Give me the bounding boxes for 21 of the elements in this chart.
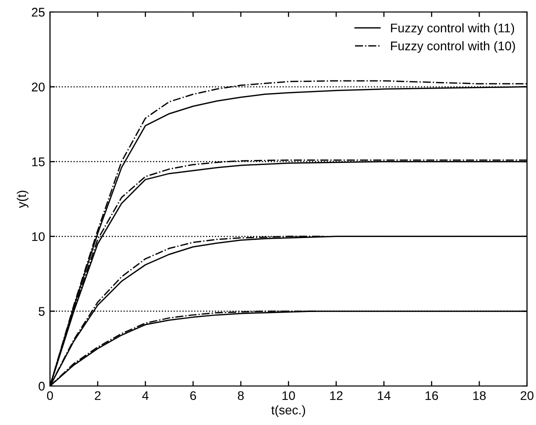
x-tick-label: 20	[520, 391, 534, 400]
y-tick-label: 20	[32, 82, 45, 92]
y-tick-label: 25	[32, 8, 45, 17]
x-tick-label: 8	[238, 391, 244, 400]
y-tick-label: 15	[32, 158, 45, 166]
y-axis-title: y(t)	[16, 190, 28, 208]
x-axis-title: t(sec.)	[271, 405, 306, 417]
x-tick-label: 0	[47, 391, 53, 400]
y-tick-label: 0	[38, 382, 45, 391]
legend-label: Fuzzy control with (10)	[391, 41, 515, 53]
x-tick-label: 10	[282, 391, 295, 400]
x-tick-label: 6	[190, 391, 196, 400]
x-tick-label: 14	[378, 391, 390, 400]
x-tick-label: 2	[94, 391, 101, 400]
y-tick-label: 5	[38, 307, 45, 316]
x-tick-label: 16	[426, 391, 438, 400]
x-tick-label: 12	[330, 391, 343, 400]
legend-label: Fuzzy control with (11)	[391, 23, 514, 35]
x-tick-label: 4	[142, 391, 149, 400]
x-tick-label: 18	[473, 391, 486, 400]
y-tick-label: 10	[32, 232, 45, 242]
